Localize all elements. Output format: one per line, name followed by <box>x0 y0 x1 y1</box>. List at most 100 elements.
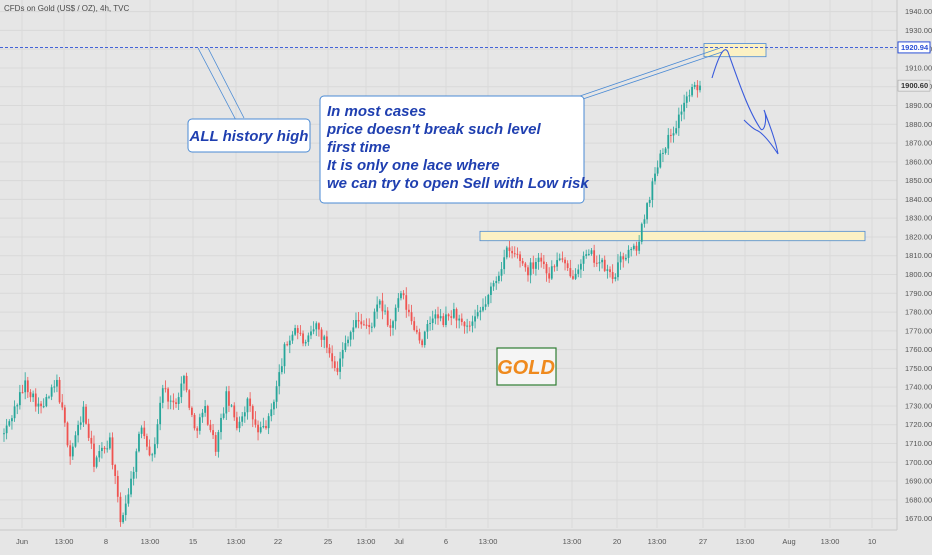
candle-body <box>558 258 561 261</box>
candle-body <box>569 268 572 277</box>
price-tag-box <box>897 41 931 54</box>
candle-body <box>646 203 648 220</box>
candle-body <box>320 329 323 340</box>
candle-body <box>455 309 458 321</box>
candle-body <box>259 427 262 433</box>
candle-body <box>275 386 278 402</box>
candle-body <box>230 405 233 407</box>
candle-body <box>249 398 252 407</box>
grid-lines <box>0 0 897 528</box>
candle-body <box>640 223 643 242</box>
forecast-arrow-tip <box>743 119 757 131</box>
y-tick-label: 1910.00 <box>905 63 932 72</box>
candle-body <box>407 309 410 313</box>
gold-label-text: GOLD <box>497 357 555 379</box>
candle-body <box>341 349 344 359</box>
candle-body <box>590 250 593 254</box>
candle-body <box>482 306 484 311</box>
candle-body <box>61 402 64 408</box>
candle-body <box>196 428 199 431</box>
candle-body <box>656 167 659 174</box>
candle-body <box>151 454 154 456</box>
candle-body <box>172 400 175 403</box>
candle-body <box>505 247 508 258</box>
candle-body <box>611 272 614 279</box>
candle-body <box>222 413 225 418</box>
candle-body <box>265 425 267 429</box>
ath-callout-text: ALL history high <box>189 128 309 145</box>
candle-body <box>619 256 622 263</box>
y-tick-label: 1840.00 <box>905 195 932 204</box>
candle-body <box>26 380 29 393</box>
candle-body <box>164 388 167 390</box>
candle-body <box>254 419 257 425</box>
candle-body <box>484 304 487 307</box>
candle-body <box>183 375 185 384</box>
x-tick-label: 15 <box>189 537 197 546</box>
candle-body <box>77 424 79 436</box>
candle-body <box>688 95 691 97</box>
y-tick-label: 1940.00 <box>905 7 932 16</box>
candle-body <box>201 412 204 418</box>
x-tick-label: 13:00 <box>55 537 74 546</box>
candle-body <box>381 300 384 312</box>
candle-body <box>103 447 106 450</box>
y-tick-label: 1670.00 <box>905 514 932 523</box>
candle-body <box>672 133 675 136</box>
x-tick-label: 13:00 <box>227 537 246 546</box>
candle-body <box>434 314 437 319</box>
candle-body <box>603 259 606 271</box>
candle-body <box>286 344 289 346</box>
candle-body <box>238 421 241 429</box>
candle-body <box>466 325 469 327</box>
candle-body <box>302 333 304 344</box>
candle-body <box>601 259 603 263</box>
candle-body <box>386 310 389 326</box>
candle-body <box>336 367 339 372</box>
candle-body <box>212 430 214 436</box>
price-tag-label: 1920.94 <box>901 43 929 52</box>
candle-body <box>323 336 326 340</box>
candle-body <box>632 245 635 250</box>
candle-body <box>513 253 516 255</box>
candle-body <box>537 257 540 263</box>
candle-body <box>630 249 633 251</box>
candle-body <box>53 386 56 388</box>
y-tick-label: 1890.00 <box>905 101 932 110</box>
x-tick-label: Jul <box>394 537 404 546</box>
candle-body <box>74 435 77 447</box>
candle-body <box>667 134 670 149</box>
candle-body <box>580 263 582 270</box>
candle-body <box>98 451 101 458</box>
main-callout-pointer-2 <box>579 51 723 101</box>
resistance-zone <box>479 230 866 242</box>
candle-body <box>675 128 678 134</box>
candle-body <box>159 402 162 425</box>
candle-body <box>384 310 386 312</box>
candle-body <box>148 446 151 456</box>
candle-body <box>476 312 479 317</box>
candle-body <box>442 316 445 326</box>
y-tick-label: 1790.00 <box>905 289 932 298</box>
candle-body <box>529 262 532 276</box>
y-tick-label: 1780.00 <box>905 308 932 317</box>
candle-body <box>50 387 53 397</box>
candle-body <box>71 446 74 457</box>
candle-body <box>16 405 19 407</box>
y-axis-background <box>897 0 932 550</box>
candle-body <box>228 391 230 406</box>
zones <box>479 43 866 242</box>
price-tag-box <box>897 79 931 92</box>
candle-body <box>190 407 193 415</box>
candle-body <box>587 253 590 255</box>
candle-body <box>479 310 482 313</box>
candle-body <box>421 340 424 346</box>
candle-body <box>431 318 434 323</box>
candle-body <box>497 275 500 282</box>
candle-body <box>643 219 646 224</box>
candle-body <box>635 245 638 251</box>
candle-body <box>598 262 601 264</box>
candle-body <box>119 496 122 523</box>
